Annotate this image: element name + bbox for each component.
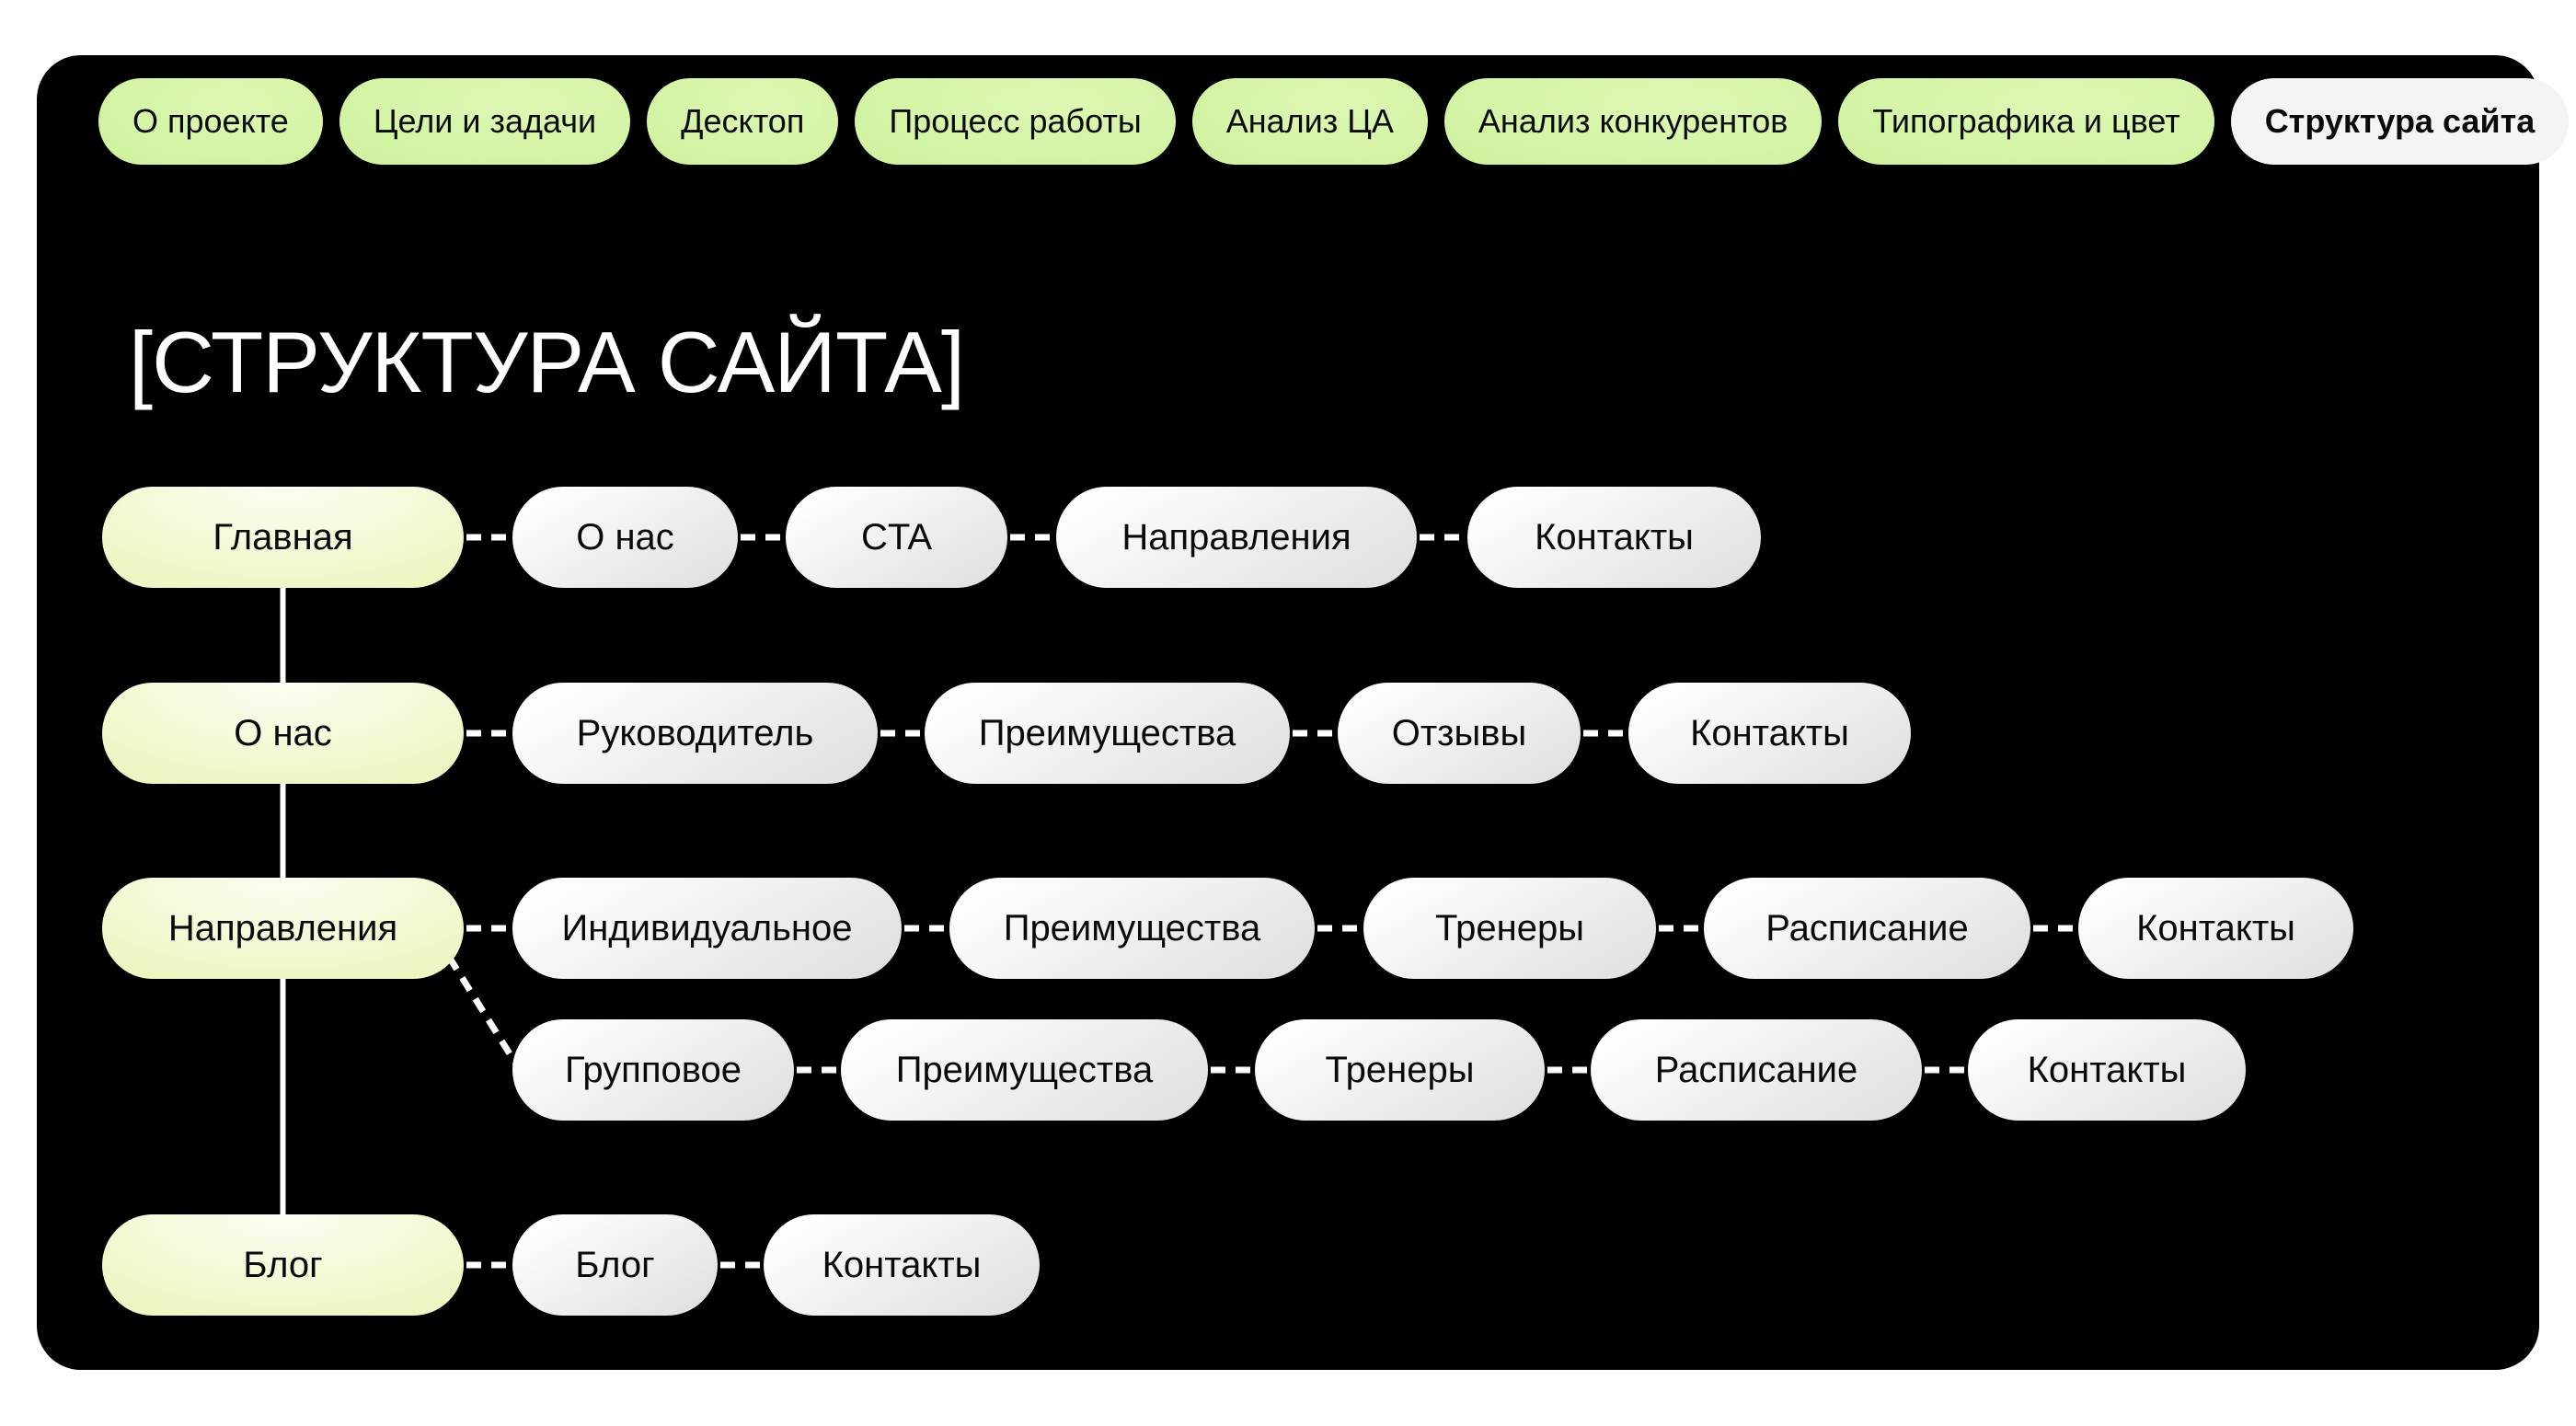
top-nav: О проекте Цели и задачи Десктоп Процесс раб… bbox=[98, 78, 2576, 165]
nav-tab-desktop[interactable]: Десктоп bbox=[647, 78, 839, 165]
slide-frame: О проекте Цели и задачи Десктоп Процесс раб… bbox=[37, 55, 2570, 1370]
page-title: [СТРУКТУРА САЙТА] bbox=[129, 314, 965, 410]
nav-tab-typography-color[interactable]: Типографика и цвет bbox=[1838, 78, 2214, 165]
nav-tab-about-project[interactable]: О проекте bbox=[98, 78, 323, 165]
nav-tab-site-structure[interactable]: Структура сайта bbox=[2230, 78, 2570, 165]
nav-tab-work-process[interactable]: Процесс работы bbox=[855, 78, 1176, 165]
nav-tab-goals-tasks[interactable]: Цели и задачи bbox=[339, 78, 631, 165]
nav-tab-audience-analysis[interactable]: Анализ ЦА bbox=[1191, 78, 1428, 165]
nav-tab-competitor-analysis[interactable]: Анализ конкурентов bbox=[1443, 78, 1823, 165]
